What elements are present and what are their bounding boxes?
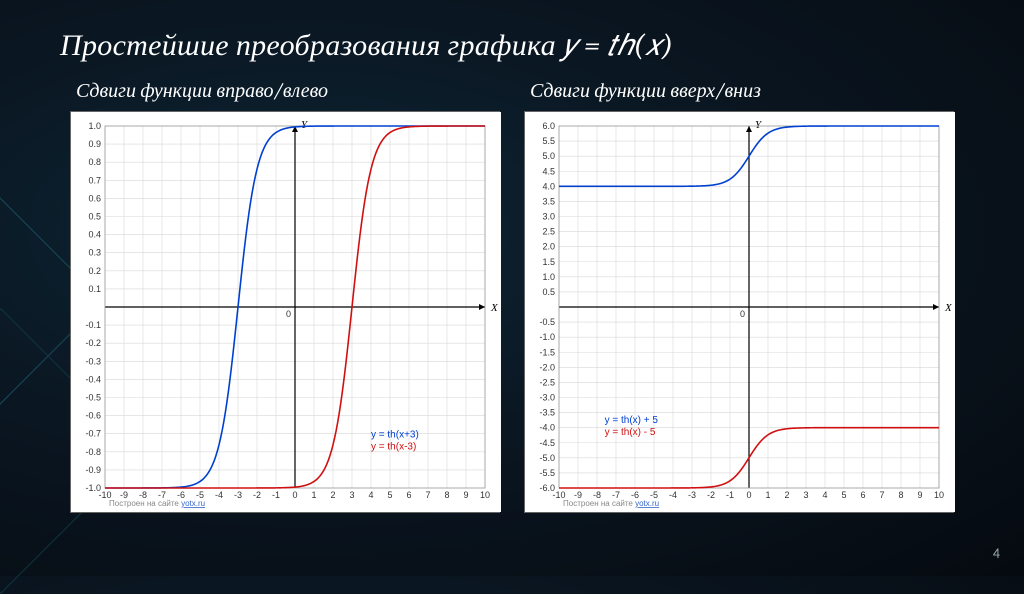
svg-text:-3: -3 xyxy=(688,490,696,500)
svg-text:9: 9 xyxy=(917,490,922,500)
svg-text:0: 0 xyxy=(292,490,297,500)
svg-text:-4: -4 xyxy=(669,490,677,500)
svg-text:-5.5: -5.5 xyxy=(539,468,555,478)
left-chart: -10-9-8-7-6-5-4-3-2-1012345678910-1.0-0.… xyxy=(70,111,500,513)
svg-text:7: 7 xyxy=(879,490,884,500)
svg-text:-3: -3 xyxy=(234,490,242,500)
svg-text:6.0: 6.0 xyxy=(542,121,555,131)
svg-text:-5.0: -5.0 xyxy=(539,453,555,463)
svg-text:0.4: 0.4 xyxy=(88,230,101,240)
svg-text:-0.7: -0.7 xyxy=(85,429,101,439)
svg-text:1.0: 1.0 xyxy=(88,121,101,131)
svg-text:-1: -1 xyxy=(272,490,280,500)
svg-text:10: 10 xyxy=(934,490,944,500)
svg-text:10: 10 xyxy=(480,490,490,500)
svg-text:3.5: 3.5 xyxy=(542,196,555,206)
svg-text:4: 4 xyxy=(368,490,373,500)
svg-text:y = th(x+3): y = th(x+3) xyxy=(371,429,419,440)
svg-text:4: 4 xyxy=(822,490,827,500)
svg-text:0.5: 0.5 xyxy=(542,287,555,297)
svg-text:-4.0: -4.0 xyxy=(539,423,555,433)
svg-text:0.8: 0.8 xyxy=(88,157,101,167)
svg-text:0: 0 xyxy=(286,309,291,319)
svg-text:8: 8 xyxy=(898,490,903,500)
svg-text:y = th(x) + 5: y = th(x) + 5 xyxy=(605,415,659,426)
svg-text:X: X xyxy=(944,302,953,314)
svg-text:0.9: 0.9 xyxy=(88,139,101,149)
charts-row: Сдвиги функции вправо/влево -10-9-8-7-6-… xyxy=(60,79,964,513)
svg-text:-0.8: -0.8 xyxy=(85,447,101,457)
svg-text:3: 3 xyxy=(349,490,354,500)
svg-text:-0.9: -0.9 xyxy=(85,465,101,475)
right-subtitle: Сдвиги функции вверх/вниз xyxy=(524,79,954,103)
svg-text:-0.6: -0.6 xyxy=(85,411,101,421)
svg-text:-0.2: -0.2 xyxy=(85,338,101,348)
svg-text:2: 2 xyxy=(330,490,335,500)
svg-text:-1: -1 xyxy=(726,490,734,500)
svg-text:6: 6 xyxy=(406,490,411,500)
left-panel: Сдвиги функции вправо/влево -10-9-8-7-6-… xyxy=(70,79,500,513)
right-chart: -10-9-8-7-6-5-4-3-2-1012345678910-6.0-5.… xyxy=(524,111,954,513)
svg-text:-3.5: -3.5 xyxy=(539,408,555,418)
svg-text:9: 9 xyxy=(463,490,468,500)
svg-text:-0.5: -0.5 xyxy=(85,393,101,403)
svg-text:7: 7 xyxy=(425,490,430,500)
svg-text:-2: -2 xyxy=(253,490,261,500)
svg-text:2.5: 2.5 xyxy=(542,227,555,237)
svg-text:Построен на сайте yotx.ru: Построен на сайте yotx.ru xyxy=(563,499,659,508)
svg-text:-3.0: -3.0 xyxy=(539,393,555,403)
svg-text:5.0: 5.0 xyxy=(542,151,555,161)
svg-text:-0.3: -0.3 xyxy=(85,356,101,366)
svg-text:0.3: 0.3 xyxy=(88,248,101,258)
svg-text:y = th(x) - 5: y = th(x) - 5 xyxy=(605,427,656,438)
svg-text:5: 5 xyxy=(387,490,392,500)
svg-text:1: 1 xyxy=(311,490,316,500)
svg-text:0.1: 0.1 xyxy=(88,284,101,294)
svg-text:-2.5: -2.5 xyxy=(539,377,555,387)
svg-text:4.0: 4.0 xyxy=(542,181,555,191)
svg-text:-4.5: -4.5 xyxy=(539,438,555,448)
svg-text:2.0: 2.0 xyxy=(542,242,555,252)
svg-text:-1.5: -1.5 xyxy=(539,347,555,357)
svg-text:3: 3 xyxy=(803,490,808,500)
svg-text:8: 8 xyxy=(444,490,449,500)
svg-text:0.6: 0.6 xyxy=(88,193,101,203)
svg-text:4.5: 4.5 xyxy=(542,166,555,176)
svg-text:2: 2 xyxy=(784,490,789,500)
svg-text:0: 0 xyxy=(740,309,745,319)
svg-text:-4: -4 xyxy=(215,490,223,500)
svg-text:1: 1 xyxy=(765,490,770,500)
page-title: Простейшие преобразования графика 𝑦 = 𝑡ℎ… xyxy=(60,28,964,63)
svg-text:-1.0: -1.0 xyxy=(85,483,101,493)
svg-text:y = th(x-3): y = th(x-3) xyxy=(371,441,416,452)
left-subtitle: Сдвиги функции вправо/влево xyxy=(70,79,500,103)
svg-text:Построен на сайте yotx.ru: Построен на сайте yotx.ru xyxy=(109,499,205,508)
svg-text:-6.0: -6.0 xyxy=(539,483,555,493)
svg-text:-2: -2 xyxy=(707,490,715,500)
svg-text:3.0: 3.0 xyxy=(542,212,555,222)
svg-text:0: 0 xyxy=(746,490,751,500)
svg-text:X: X xyxy=(490,302,499,314)
page-number: 4 xyxy=(993,545,1000,562)
svg-text:-1.0: -1.0 xyxy=(539,332,555,342)
svg-text:-0.4: -0.4 xyxy=(85,374,101,384)
svg-text:5.5: 5.5 xyxy=(542,136,555,146)
svg-text:-0.1: -0.1 xyxy=(85,320,101,330)
svg-text:0.7: 0.7 xyxy=(88,175,101,185)
right-panel: Сдвиги функции вверх/вниз -10-9-8-7-6-5-… xyxy=(524,79,954,513)
svg-text:1.0: 1.0 xyxy=(542,272,555,282)
svg-text:-2.0: -2.0 xyxy=(539,362,555,372)
svg-text:0.2: 0.2 xyxy=(88,266,101,276)
svg-text:1.5: 1.5 xyxy=(542,257,555,267)
svg-text:6: 6 xyxy=(860,490,865,500)
svg-text:5: 5 xyxy=(841,490,846,500)
svg-text:-0.5: -0.5 xyxy=(539,317,555,327)
svg-text:0.5: 0.5 xyxy=(88,212,101,222)
